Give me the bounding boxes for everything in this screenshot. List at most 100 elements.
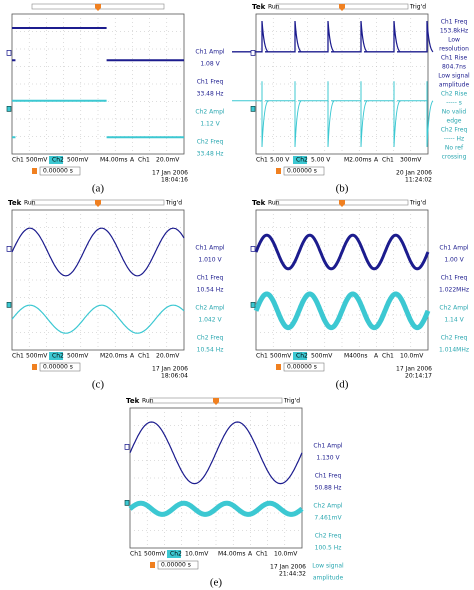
time: 18:04:16 xyxy=(161,177,188,184)
ch1-marker xyxy=(250,246,256,252)
date: 17 Jan 2006 xyxy=(152,366,188,373)
footer-label: 5.00 V xyxy=(311,157,331,164)
trigger-box xyxy=(39,166,81,176)
footer-label: M2.00ms xyxy=(344,157,372,164)
footer-label: Ch2 xyxy=(296,157,308,164)
scope-panel: Tek Run Trig'd Ch1 Ampl 1.010 V Ch1 Freq 10.54… xyxy=(6,199,225,391)
measurement: Low xyxy=(448,37,460,44)
footer-label: 500mV xyxy=(67,157,89,164)
footer-label: Ch1 xyxy=(256,353,268,360)
measurement: No ref xyxy=(445,145,464,152)
footer-label: Ch2 xyxy=(296,353,308,360)
trigger-box xyxy=(157,560,199,570)
waveform xyxy=(11,304,185,334)
scope-panel: Ch1 Ampl 1.08 V Ch1 Freq 33.48 Hz Ch2 Ampl 1.… xyxy=(6,3,225,195)
waveform xyxy=(232,81,434,148)
measurement: 1.010 V xyxy=(198,257,222,264)
measurement: 1.014MHz xyxy=(439,347,469,354)
measurement: amplitude xyxy=(313,575,344,582)
footer-label: Ch2 xyxy=(170,551,182,558)
measurement: 1.042 V xyxy=(198,317,222,324)
measurement: resolution xyxy=(439,46,469,53)
time: 21:44:32 xyxy=(279,571,306,578)
measurement: crossing xyxy=(442,154,467,161)
trigger-time: 0.00000 s xyxy=(43,364,73,371)
brand: Tek xyxy=(8,199,22,207)
trigger-icon xyxy=(32,168,37,174)
measurement: Ch2 Ampl xyxy=(195,109,224,116)
trigger-icon xyxy=(150,562,155,568)
measurement: 33.48 Hz xyxy=(197,151,224,158)
trigger-marker xyxy=(339,200,345,207)
ch2-badge xyxy=(293,352,307,360)
trigger-status: Trig'd xyxy=(283,398,300,405)
measurement: 1.00 V xyxy=(444,257,464,264)
measurement: Ch1 Freq xyxy=(441,19,468,26)
footer-label: Ch1 xyxy=(130,551,142,558)
measurement: 1.022MHz xyxy=(439,287,469,294)
scope-panel: Tek Run Trig'd Ch1 Ampl 1.130 V Ch1 Freq 50.88… xyxy=(124,397,344,589)
footer-label: A xyxy=(130,157,135,164)
measurement: 10.54 Hz xyxy=(197,287,224,294)
measurement: ----- s xyxy=(446,100,462,107)
trigger-box xyxy=(283,166,325,176)
footer-label: Ch1 xyxy=(256,157,268,164)
waveform xyxy=(12,99,184,139)
ch2-marker xyxy=(250,106,256,112)
trigger-icon xyxy=(276,168,281,174)
footer-label: Ch2 xyxy=(52,157,64,164)
measurement: 1.130 V xyxy=(316,455,340,462)
measurement: 1.14 V xyxy=(444,317,464,324)
measurement: 1.08 V xyxy=(200,61,220,68)
footer-label: Ch1 xyxy=(12,157,24,164)
footer-label: A xyxy=(130,353,135,360)
scope-panel: Tek Run Trig'd Ch1 Freq 153.8kHz Low resolutio… xyxy=(232,3,470,195)
waveform xyxy=(128,500,304,517)
footer-label: 5.00 V xyxy=(270,157,290,164)
measurement: Ch1 Ampl xyxy=(195,245,224,252)
measurement: edge xyxy=(447,118,462,125)
panel-label: (e) xyxy=(210,577,223,589)
footer-label: 10.0mV xyxy=(400,353,424,360)
measurement: No valid xyxy=(442,109,467,116)
waveform xyxy=(11,227,185,277)
trigger-time: 0.00000 s xyxy=(161,562,191,569)
footer-label: A xyxy=(374,157,379,164)
measurement: ----- Hz xyxy=(444,136,464,143)
measurement: Ch2 Freq xyxy=(441,127,468,134)
ch2-badge xyxy=(49,352,63,360)
trigger-marker xyxy=(95,4,101,11)
measurement: Low signal xyxy=(312,563,344,570)
measurement: Ch1 Rise xyxy=(441,55,468,62)
run-status: Run xyxy=(24,200,36,207)
run-status: Run xyxy=(142,398,154,405)
footer-label: A xyxy=(374,353,379,360)
footer-label: A xyxy=(248,551,253,558)
measurement: Ch1 Ampl xyxy=(439,245,468,252)
measurement: Ch1 Freq xyxy=(441,275,468,282)
footer-label: 10.0mV xyxy=(274,551,298,558)
measurement: Ch2 Ampl xyxy=(313,503,342,510)
footer-label: Ch2 xyxy=(52,353,64,360)
ch2-marker xyxy=(124,500,130,506)
run-status: Run xyxy=(268,4,280,11)
footer-label: 500mV xyxy=(311,353,333,360)
date: 17 Jan 2006 xyxy=(270,564,306,571)
footer-label: M400ns xyxy=(344,353,368,360)
trigger-status: Trig'd xyxy=(409,4,426,11)
footer-label: M4.00ms xyxy=(100,157,128,164)
time: 18:06:04 xyxy=(161,373,188,380)
measurement: 1.12 V xyxy=(200,121,220,128)
measurement: Ch1 Ampl xyxy=(195,49,224,56)
trigger-status: Trig'd xyxy=(409,200,426,207)
date: 17 Jan 2006 xyxy=(396,366,432,373)
measurement: Ch2 Rise xyxy=(441,91,468,98)
measurement: Ch2 Ampl xyxy=(439,305,468,312)
measurement: Low signal xyxy=(438,73,470,80)
trigger-time: 0.00000 s xyxy=(43,168,73,175)
waveform xyxy=(129,421,303,485)
footer-label: 300mV xyxy=(400,157,422,164)
footer-label: 500mV xyxy=(67,353,89,360)
scope-panel: Tek Run Trig'd Ch1 Ampl 1.00 V Ch1 Freq 1.022M… xyxy=(250,199,469,391)
